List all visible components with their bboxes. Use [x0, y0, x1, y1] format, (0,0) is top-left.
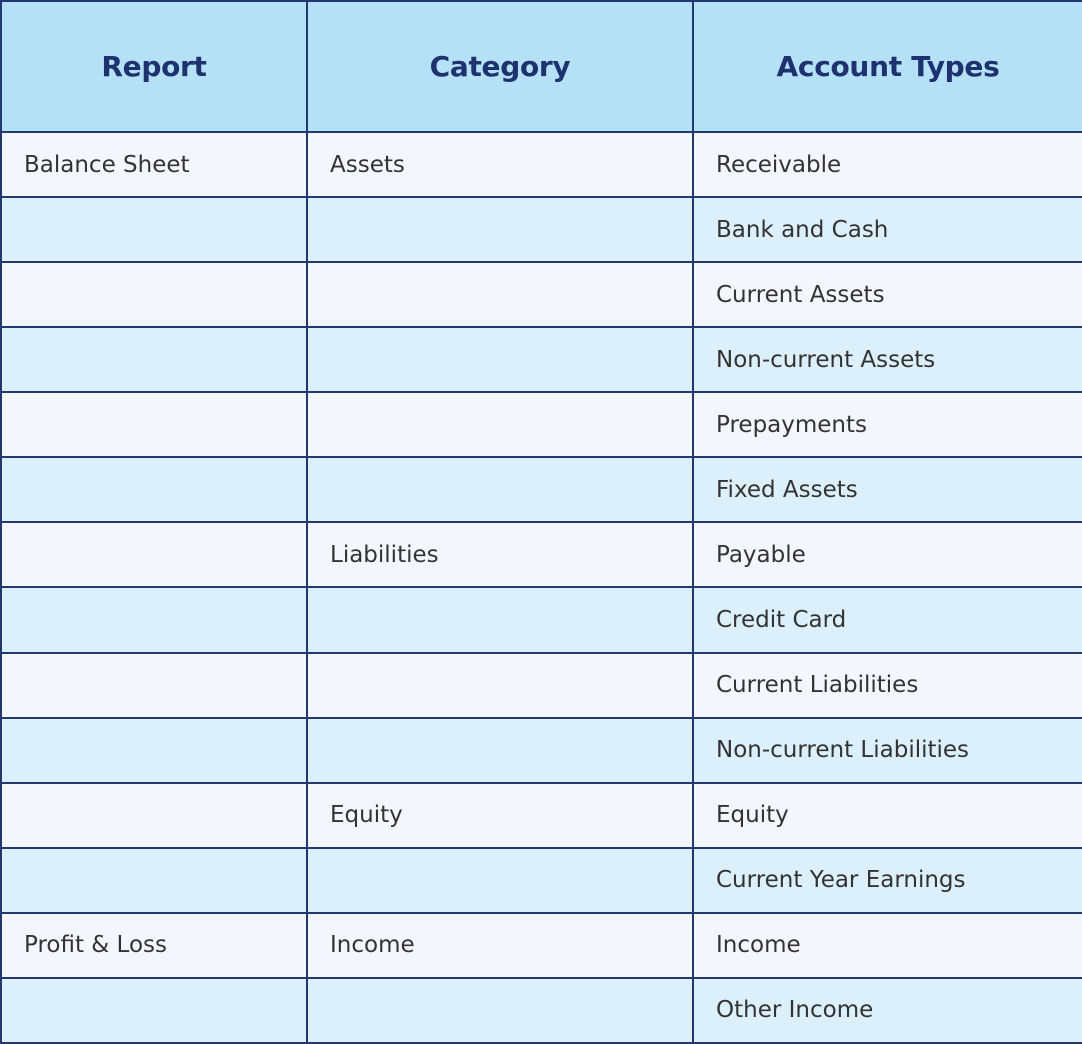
category-cell: [306, 586, 694, 654]
category-cell: [306, 261, 694, 329]
report-cell: [0, 716, 308, 784]
account-type-cell: Income: [692, 911, 1082, 979]
table-row: Fixed Assets: [0, 456, 1082, 524]
table-row: Liabilities Payable: [0, 521, 1082, 589]
report-cell: [0, 391, 308, 459]
table-row: Credit Card: [0, 586, 1082, 654]
header-account-types: Account Types: [692, 0, 1082, 133]
category-cell: Assets: [306, 130, 694, 199]
category-cell: [306, 326, 694, 394]
report-cell: [0, 521, 308, 589]
report-cell: [0, 651, 308, 719]
account-type-cell: Non-current Assets: [692, 326, 1082, 394]
category-cell: [306, 456, 694, 524]
report-cell: [0, 586, 308, 654]
account-type-cell: Non-current Liabilities: [692, 716, 1082, 784]
category-cell: [306, 976, 694, 1044]
report-cell: [0, 326, 308, 394]
category-cell: Income: [306, 911, 694, 979]
report-cell: [0, 846, 308, 914]
category-cell: [306, 716, 694, 784]
table-header-row: Report Category Account Types: [0, 0, 1082, 133]
category-cell: [306, 391, 694, 459]
report-cell: [0, 976, 308, 1044]
account-type-cell: Payable: [692, 521, 1082, 589]
report-cell: [0, 781, 308, 849]
table-row: Current Year Earnings: [0, 846, 1082, 914]
table-row: Balance Sheet Assets Receivable: [0, 130, 1082, 199]
report-cell: [0, 456, 308, 524]
table-row: Bank and Cash: [0, 196, 1082, 264]
category-cell: Equity: [306, 781, 694, 849]
report-cell: [0, 261, 308, 329]
account-type-cell: Other Income: [692, 976, 1082, 1044]
account-type-cell: Current Liabilities: [692, 651, 1082, 719]
account-type-cell: Current Assets: [692, 261, 1082, 329]
account-type-cell: Bank and Cash: [692, 196, 1082, 264]
table-row: Equity Equity: [0, 781, 1082, 849]
category-cell: [306, 651, 694, 719]
table-row: Non-current Assets: [0, 326, 1082, 394]
account-type-cell: Current Year Earnings: [692, 846, 1082, 914]
account-type-cell: Receivable: [692, 130, 1082, 199]
table-row: Profit & Loss Income Income: [0, 911, 1082, 979]
category-cell: [306, 196, 694, 264]
account-type-cell: Equity: [692, 781, 1082, 849]
category-cell: [306, 846, 694, 914]
table-row: Prepayments: [0, 391, 1082, 459]
account-type-cell: Credit Card: [692, 586, 1082, 654]
report-cell: Profit & Loss: [0, 911, 308, 979]
report-cell: Balance Sheet: [0, 130, 308, 199]
table-row: Current Assets: [0, 261, 1082, 329]
table-row: Non-current Liabilities: [0, 716, 1082, 784]
header-report: Report: [0, 0, 308, 133]
table-row: Current Liabilities: [0, 651, 1082, 719]
account-type-cell: Fixed Assets: [692, 456, 1082, 524]
account-type-cell: Prepayments: [692, 391, 1082, 459]
report-cell: [0, 196, 308, 264]
header-category: Category: [306, 0, 694, 133]
table-row: Other Income: [0, 976, 1082, 1044]
category-cell: Liabilities: [306, 521, 694, 589]
